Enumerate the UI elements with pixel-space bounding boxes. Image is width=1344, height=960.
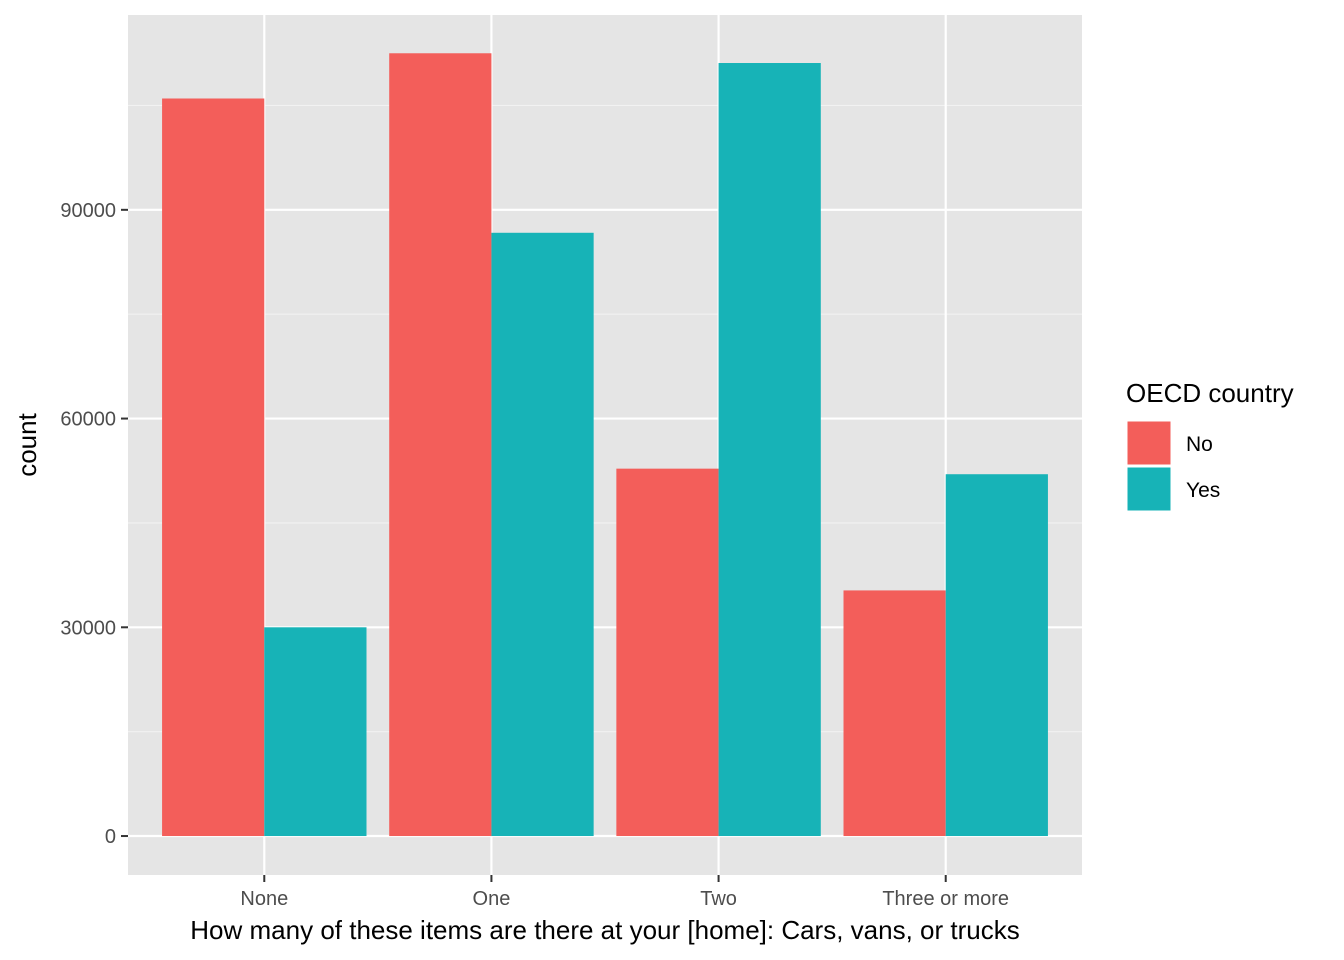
bar-yes-three-or-more bbox=[945, 474, 1048, 837]
legend: OECD country No Yes bbox=[1126, 378, 1294, 512]
x-tick-label: None bbox=[240, 888, 288, 910]
x-tick-label: One bbox=[473, 888, 511, 910]
legend-key-yes bbox=[1126, 466, 1172, 512]
y-axis-title: count bbox=[12, 412, 42, 476]
bar-no-two bbox=[616, 468, 719, 837]
y-tick-label: 0 bbox=[105, 826, 116, 848]
y-tick-label: 60000 bbox=[60, 409, 116, 431]
legend-label-yes: Yes bbox=[1186, 479, 1220, 502]
x-axis-title: How many of these items are there at you… bbox=[190, 915, 1019, 945]
legend-label-no: No bbox=[1186, 433, 1213, 456]
bar-no-three-or-more bbox=[843, 590, 946, 837]
bar-no-one bbox=[389, 53, 492, 837]
y-tick-label: 30000 bbox=[60, 617, 116, 639]
bar-yes-one bbox=[491, 232, 594, 837]
legend-title: OECD country bbox=[1126, 378, 1294, 408]
bars bbox=[162, 53, 1048, 837]
y-tick-label: 90000 bbox=[60, 200, 116, 222]
legend-key-no bbox=[1126, 420, 1172, 466]
y-axis: 0 30000 60000 90000 bbox=[60, 200, 128, 848]
x-tick-label: Two bbox=[700, 888, 737, 910]
bar-no-none bbox=[162, 98, 265, 837]
x-axis: None One Two Three or more bbox=[240, 875, 1009, 910]
x-tick-label: Three or more bbox=[882, 888, 1009, 910]
bar-yes-two bbox=[718, 63, 821, 837]
bar-yes-none bbox=[264, 627, 367, 837]
